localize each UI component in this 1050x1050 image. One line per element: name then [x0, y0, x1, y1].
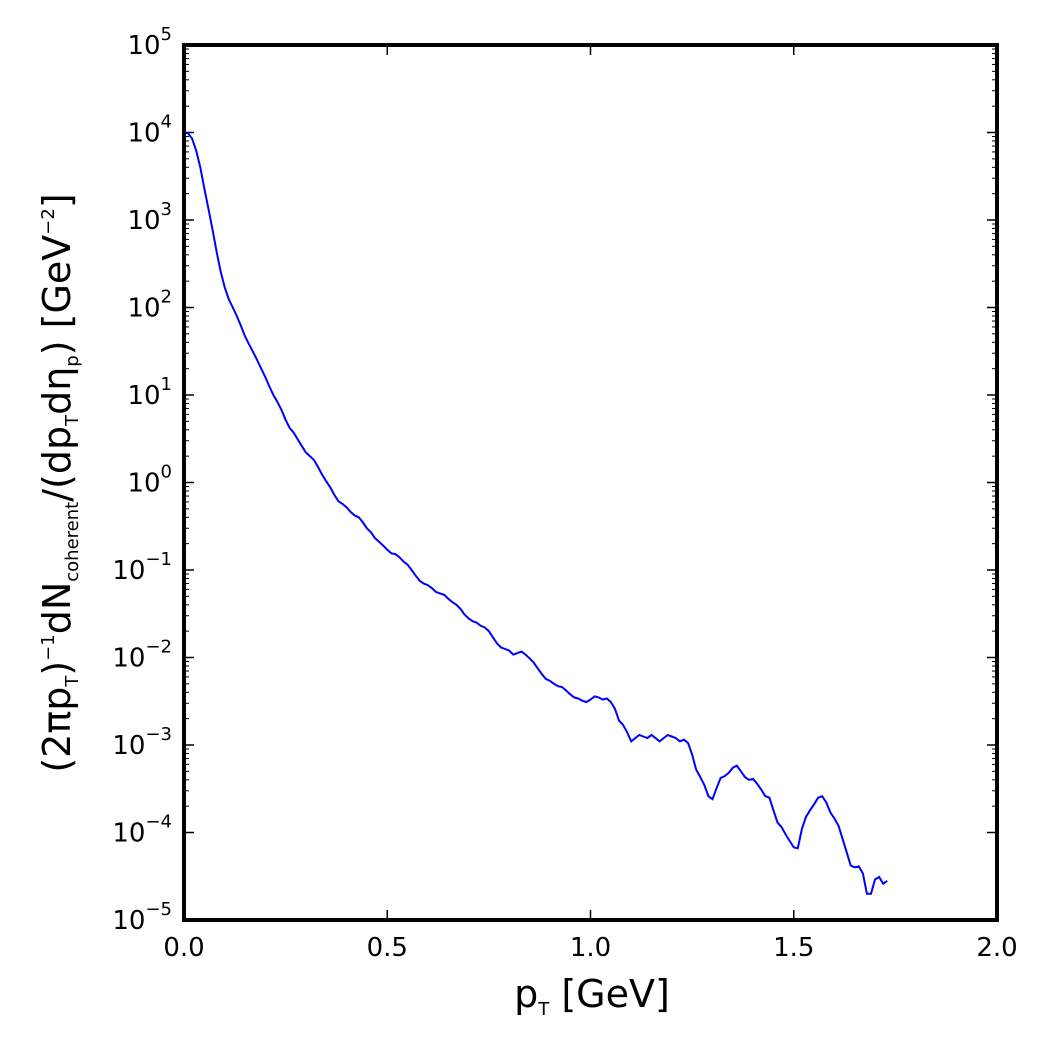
y-tick-label: 10−3	[112, 724, 172, 761]
x-axis-label-rest: [GeV]	[549, 972, 670, 1016]
y-tick-label: 104	[127, 112, 172, 149]
y-tick-label: 101	[127, 374, 172, 411]
y-axis-label-sub4: p	[62, 355, 83, 366]
y-tick-label: 103	[127, 199, 172, 236]
y-tick-label: 100	[127, 462, 172, 499]
plot-frame	[182, 43, 999, 922]
data-series-line	[183, 131, 888, 895]
y-tick-label: 10−4	[112, 812, 172, 849]
x-tick-label: 2.0	[976, 933, 1017, 963]
y-axis-label-part2: )	[35, 661, 79, 676]
y-axis-label-sup2: −2	[38, 208, 59, 235]
x-tick-label: 1.0	[570, 933, 611, 963]
x-axis-label-main: p	[514, 972, 538, 1016]
y-tick-label: 10−5	[112, 899, 172, 936]
y-axis-label-sup1: −1	[38, 634, 59, 661]
y-axis-label-part4: /(dp	[35, 426, 79, 502]
y-tick-label: 10−2	[112, 637, 172, 674]
y-axis-label-sub2: coherent	[62, 502, 83, 582]
tick-labels: 0.0 0.5 1.0 1.5 2.0 105 104 103 102 101 100 10−1 10−…	[112, 24, 1017, 963]
y-axis-label-part7: ]	[35, 193, 79, 208]
x-axis-label: pT [GeV]	[514, 972, 670, 1020]
x-tick-label: 0.5	[367, 933, 408, 963]
y-tick-label: 10−1	[112, 549, 172, 586]
y-tick-label: 102	[127, 287, 172, 324]
y-tick-label: 105	[127, 24, 172, 61]
y-axis-label: (2πpT)−1dNcoherent/(dpTdηp) [GeV−2]	[35, 193, 83, 772]
y-axis-label-part3: dN	[35, 582, 79, 635]
y-axis-label-sub3: T	[62, 414, 83, 427]
x-axis-label-sub: T	[537, 999, 550, 1020]
y-axis-label-part1: (2πp	[35, 687, 79, 773]
y-axis-label-part6: ) [GeV	[35, 235, 79, 356]
x-tick-label: 1.5	[773, 933, 814, 963]
y-axis-label-part5: dη	[35, 367, 79, 415]
y-axis-label-sub1: T	[62, 675, 83, 688]
x-tick-label: 0.0	[163, 933, 204, 963]
